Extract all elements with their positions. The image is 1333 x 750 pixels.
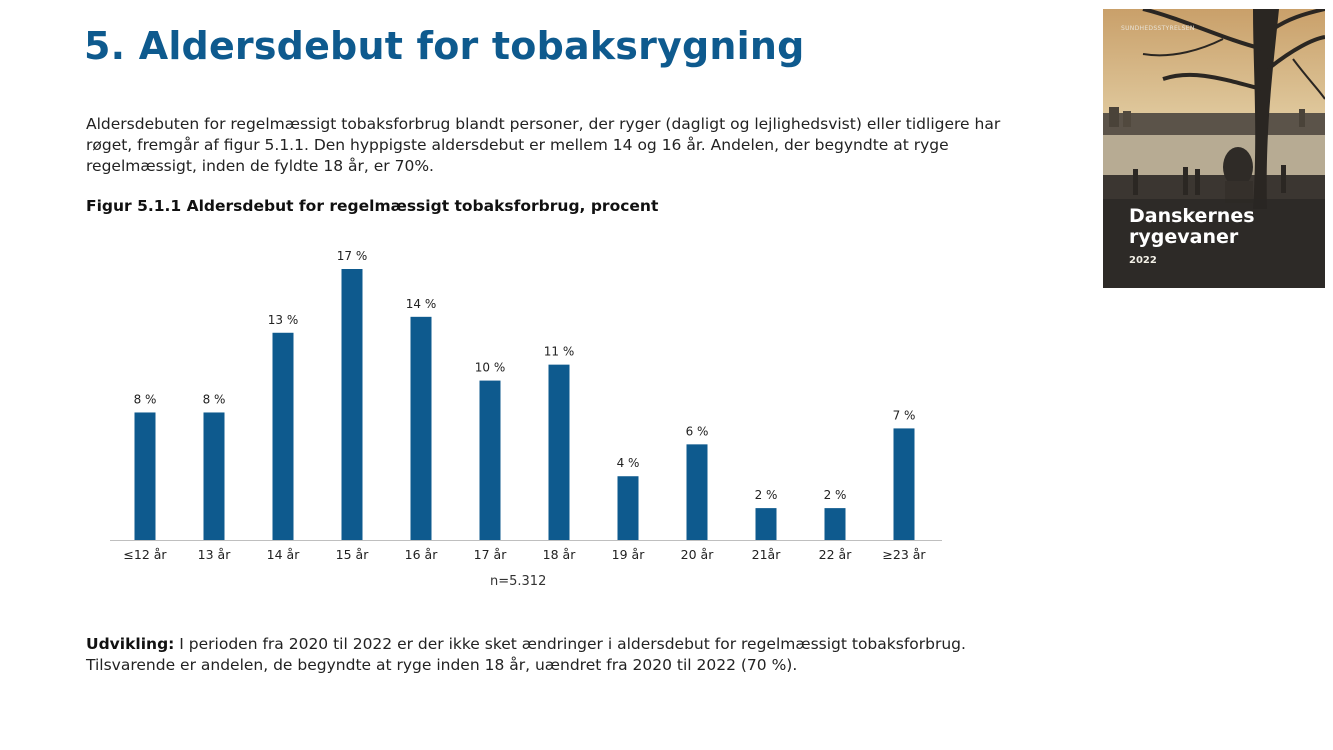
data-label: 6 % [686,424,709,438]
x-tick-label: 20 år [681,547,715,562]
cover-year: 2022 [1129,255,1157,266]
cover-photo [1103,9,1325,288]
bar [893,428,915,540]
x-tick-label: 19 år [612,547,646,562]
cover-title-line2: rygevaner [1129,226,1239,248]
cover-title: Danskernes rygevaner [1129,206,1255,248]
development-paragraph: Udvikling: I perioden fra 2020 til 2022 … [86,634,1036,676]
x-tick-label: 15 år [336,547,370,562]
page-title: 5. Aldersdebut for tobaksrygning [84,24,805,68]
bar [824,508,846,540]
bar [617,476,639,540]
bar [203,412,225,540]
data-label: 10 % [475,361,506,375]
bar [341,269,363,540]
data-label: 2 % [755,488,778,502]
bar [686,444,708,540]
data-label: 2 % [824,488,847,502]
x-tick-label: 14 år [267,547,301,562]
bar [134,412,156,540]
bar [410,316,432,540]
x-tick-label: ≥23 år [882,547,926,562]
sample-size-label: n=5.312 [490,574,547,589]
data-label: 17 % [337,249,368,263]
data-label: 8 % [134,392,157,406]
development-label: Udvikling: [86,635,175,653]
data-label: 7 % [893,408,916,422]
bar [272,332,294,540]
bar [479,380,501,540]
figure-title: Figur 5.1.1 Aldersdebut for regelmæssigt… [86,197,659,215]
x-tick-label: 18 år [543,547,577,562]
bar [755,508,777,540]
x-tick-label: 16 år [405,547,439,562]
report-cover-image: SUNDHEDSSTYRELSEN Danskernes rygevaner 2… [1103,9,1325,288]
x-tick-label: ≤12 år [123,547,167,562]
x-tick-label: 21år [752,547,782,562]
bar-chart: 8 % ≤12 år 8 % 13 år 13 % 14 år 17 % 15 år 14 % 1… [110,249,942,562]
data-label: 8 % [203,392,226,406]
data-label: 4 % [617,456,640,470]
data-label: 11 % [544,345,575,359]
development-text: I perioden fra 2020 til 2022 er der ikke… [86,635,966,674]
cover-title-line1: Danskernes [1129,205,1255,227]
x-tick-label: 17 år [474,547,508,562]
data-label: 13 % [268,313,299,327]
data-label: 14 % [406,297,437,311]
intro-paragraph: Aldersdebuten for regelmæssigt tobaksfor… [86,115,1001,175]
x-tick-label: 13 år [198,547,232,562]
x-tick-label: 22 år [819,547,853,562]
cover-brand: SUNDHEDSSTYRELSEN [1121,25,1195,32]
bar [548,364,570,540]
